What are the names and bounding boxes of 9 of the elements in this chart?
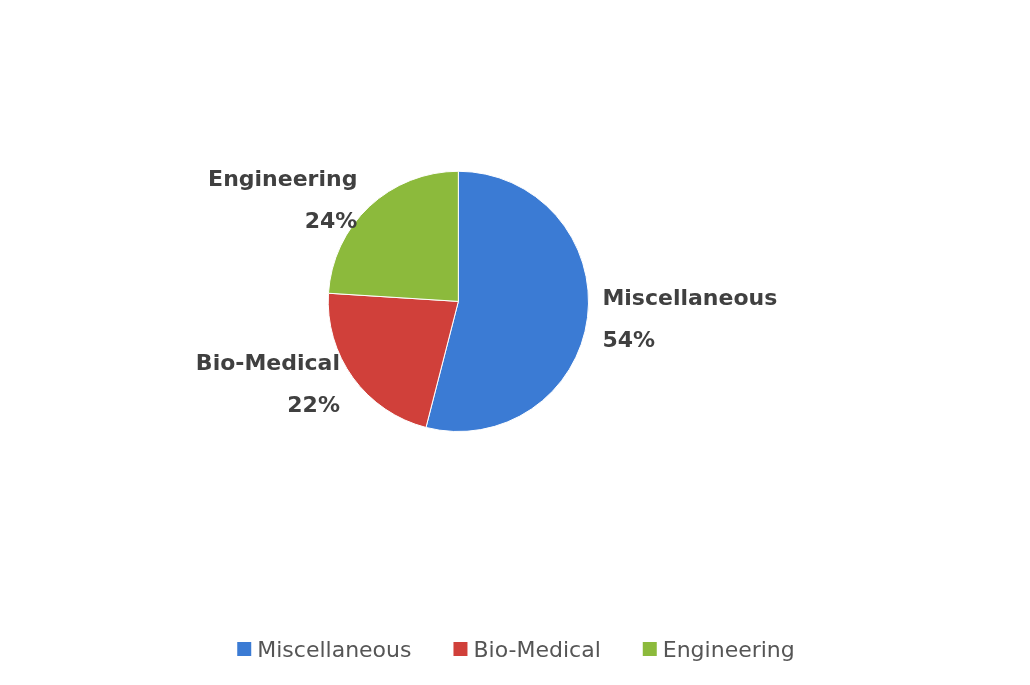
data-label: 54% — [602, 327, 656, 353]
slice-label: Engineering — [208, 165, 358, 191]
data-label: 24% — [304, 207, 358, 233]
data-label: 22% — [287, 392, 340, 418]
slice-label: Miscellaneous — [602, 285, 778, 311]
legend-label: Miscellaneous — [257, 636, 412, 662]
slice-label: Bio-Medical — [195, 350, 340, 376]
legend-label: Bio-Medical — [473, 636, 601, 662]
legend-label: Engineering — [662, 636, 795, 662]
